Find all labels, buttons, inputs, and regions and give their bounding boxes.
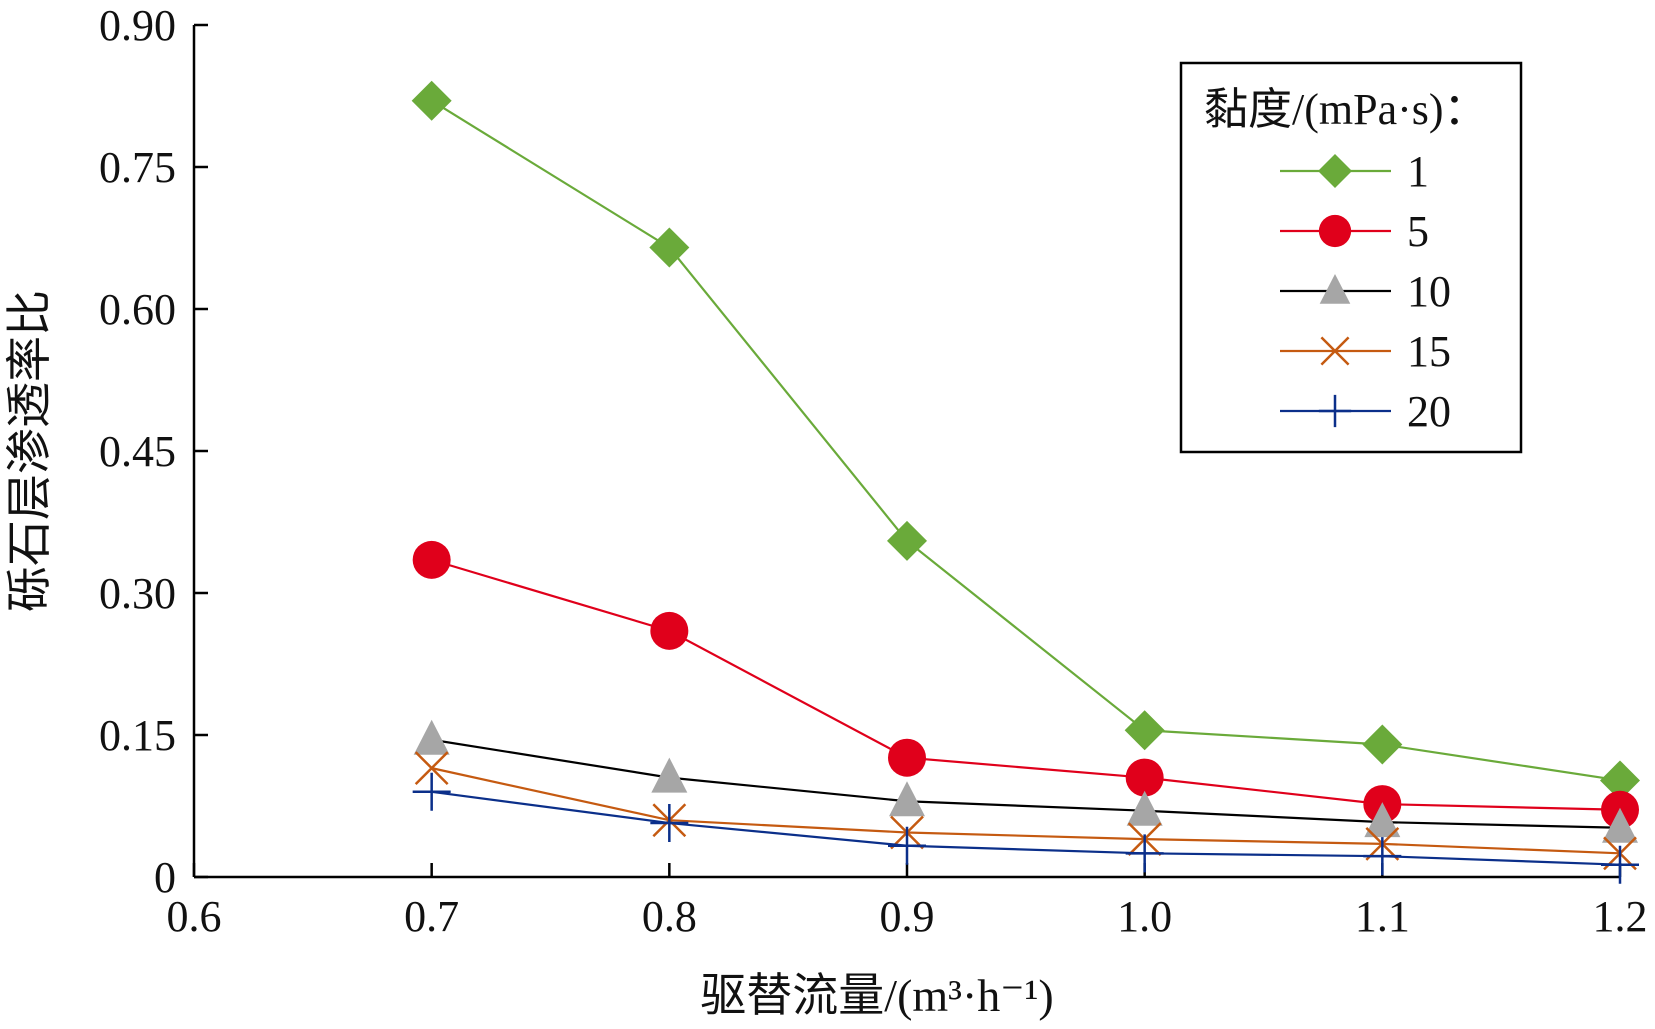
- marker-diamond: [649, 227, 690, 268]
- marker-diamond: [1362, 724, 1403, 765]
- marker-triangle: [1126, 790, 1163, 826]
- series-line: [431, 790, 1621, 866]
- x-tick-label: 0.8: [642, 892, 697, 941]
- y-tick-label: 0.30: [99, 569, 176, 618]
- marker-diamond: [1600, 760, 1640, 801]
- marker-plus: [1601, 845, 1639, 884]
- x-axis-title: 驱替流量/(m³·h⁻¹): [700, 970, 1053, 1021]
- series-10: [413, 719, 1638, 843]
- series-15: [414, 751, 1637, 871]
- legend-label: 20: [1407, 387, 1451, 436]
- marker-x: [1320, 336, 1350, 366]
- y-tick-label: 0.15: [99, 711, 176, 760]
- series-5: [412, 540, 1639, 829]
- x-tick-label: 0.7: [404, 892, 459, 941]
- marker-triangle: [413, 719, 450, 755]
- series-layer: [411, 80, 1640, 884]
- marker-triangle: [1364, 802, 1401, 838]
- marker-plus: [1125, 834, 1164, 873]
- marker-circle: [1318, 214, 1352, 248]
- series-line: [431, 738, 1621, 829]
- x-tick-label: 1.2: [1593, 892, 1648, 941]
- y-tick-label: 0: [154, 853, 176, 902]
- x-tick-label: 1.0: [1117, 892, 1172, 941]
- marker-x: [414, 751, 449, 786]
- marker-diamond: [411, 80, 452, 121]
- marker-diamond: [1318, 154, 1352, 188]
- series-1: [411, 80, 1640, 801]
- legend-label: 10: [1407, 267, 1451, 316]
- y-tick-label: 0.45: [99, 427, 176, 476]
- y-tick-label: 0.75: [99, 143, 176, 192]
- series-line: [431, 767, 1621, 855]
- x-tick-label: 1.1: [1355, 892, 1410, 941]
- marker-plus: [1318, 394, 1352, 428]
- marker-triangle: [1602, 807, 1638, 843]
- marker-circle: [412, 540, 451, 579]
- legend-label: 1: [1407, 147, 1429, 196]
- marker-diamond: [887, 520, 927, 561]
- marker-circle: [888, 738, 926, 777]
- marker-diamond: [1124, 710, 1165, 751]
- marker-triangle: [651, 757, 688, 793]
- series-line: [431, 558, 1621, 811]
- marker-plus: [888, 826, 926, 865]
- legend-label: 15: [1407, 327, 1451, 376]
- legend-title: 黏度/(mPa·s)：: [1204, 85, 1488, 134]
- legend-label: 5: [1407, 207, 1429, 256]
- series-line: [431, 99, 1621, 782]
- marker-circle: [1125, 758, 1164, 797]
- marker-circle: [650, 611, 689, 650]
- x-tick-label: 0.6: [167, 892, 222, 941]
- marker-triangle: [889, 781, 925, 817]
- y-axis-title: 砾石层渗透率比: [4, 290, 55, 612]
- legend-box: [1179, 61, 1523, 454]
- marker-triangle: [1319, 274, 1351, 304]
- y-tick-label: 0.90: [99, 1, 176, 50]
- marker-plus: [1363, 837, 1402, 876]
- axes: 0 0.15 0.30 0.45 0.60 0.75 0.90 0.6 0.7 0.8 0.9 1.0…: [99, 1, 1648, 941]
- marker-plus: [650, 804, 689, 843]
- x-tick-label: 0.9: [880, 892, 935, 941]
- series-20: [412, 772, 1639, 884]
- marker-plus: [412, 772, 451, 811]
- y-tick-label: 0.60: [99, 285, 176, 334]
